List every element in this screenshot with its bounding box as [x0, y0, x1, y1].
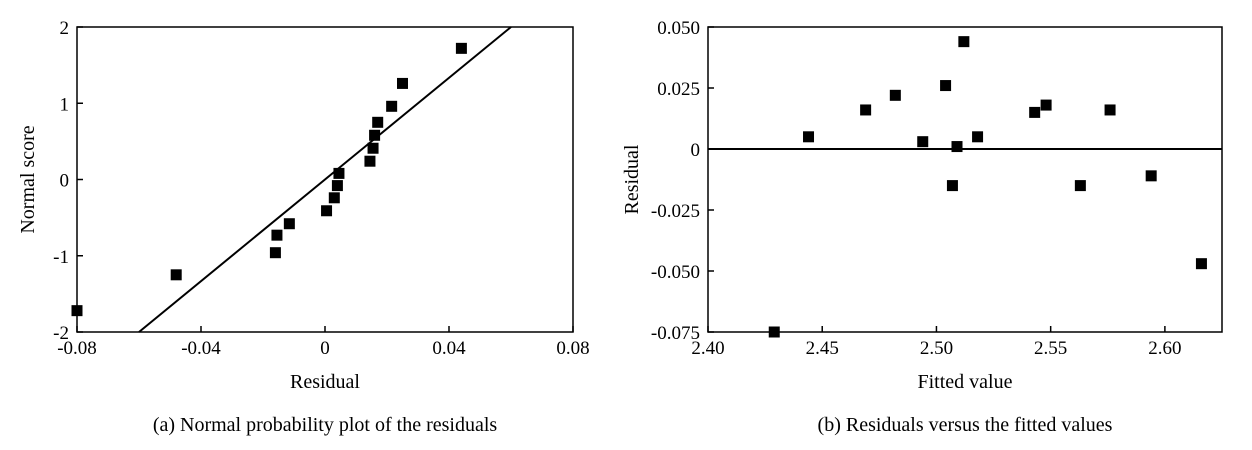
panel-a-caption: (a) Normal probability plot of the resid…: [153, 414, 498, 436]
b-x-tick-label: 2.50: [920, 338, 953, 359]
panel-a-fit-line: [138, 26, 512, 333]
b-data-point: [951, 141, 963, 153]
a-data-point: [170, 269, 182, 281]
a-y-tick-label: -1: [53, 247, 69, 268]
a-data-point: [331, 180, 343, 192]
a-x-tick-label: -0.04: [181, 338, 221, 359]
a-data-point: [367, 142, 379, 154]
a-data-point: [333, 167, 345, 179]
b-data-point: [768, 326, 780, 338]
a-data-point: [283, 218, 295, 230]
a-y-tick-label: -2: [53, 323, 69, 344]
b-y-tick-label: -0.025: [651, 201, 700, 222]
b-data-point: [946, 180, 958, 192]
panel-a-ticks: -0.08 -0.04 0 0.04 0.08 -2 -1 0 1 2: [53, 18, 589, 359]
b-y-tick-label: -0.075: [651, 323, 700, 344]
b-y-tick-label: 0.050: [657, 18, 700, 39]
a-data-point: [71, 305, 83, 317]
panel-b-points: [768, 36, 1207, 338]
a-data-point: [386, 100, 398, 112]
a-y-tick-label: 2: [60, 18, 70, 39]
b-data-point: [917, 136, 929, 148]
a-x-tick-label: 0: [320, 338, 330, 359]
a-data-point: [372, 116, 384, 128]
panel-b-x-axis-label: Fitted value: [918, 371, 1013, 393]
b-data-point: [1195, 258, 1207, 270]
a-y-tick-label: 0: [60, 171, 70, 192]
b-data-point: [1029, 106, 1041, 118]
panel-b-caption: (b) Residuals versus the fitted values: [818, 414, 1113, 436]
b-x-tick-label: 2.60: [1148, 338, 1181, 359]
panel-b-ticks: 2.40 2.45 2.50 2.55 2.60 0.050 0.025 0 -0.025 -0.…: [651, 18, 1182, 359]
b-data-point: [803, 131, 815, 143]
a-data-point: [328, 192, 340, 204]
panel-b: 2.40 2.45 2.50 2.55 2.60 0.050 0.025 0 -0.025 -0.…: [621, 18, 1223, 436]
b-data-point: [860, 104, 872, 116]
b-data-point: [1040, 99, 1052, 111]
a-x-tick-label: -0.08: [57, 338, 97, 359]
a-data-point: [455, 42, 467, 54]
a-data-point: [269, 247, 281, 259]
b-y-tick-label: 0: [691, 140, 701, 161]
panel-a-points: [71, 42, 467, 317]
b-y-tick-label: -0.050: [651, 262, 700, 283]
b-data-point: [1104, 104, 1116, 116]
b-data-point: [958, 36, 970, 48]
a-y-tick-label: 1: [60, 94, 70, 115]
panel-a: -0.08 -0.04 0 0.04 0.08 -2 -1 0 1 2 Residual Norm…: [17, 18, 590, 436]
b-data-point: [889, 89, 901, 101]
b-data-point: [1074, 180, 1086, 192]
a-data-point: [397, 77, 408, 89]
a-x-tick-label: 0.04: [432, 338, 466, 359]
b-data-point: [972, 131, 984, 143]
b-data-point: [1145, 170, 1157, 182]
b-x-tick-label: 2.45: [806, 338, 839, 359]
a-data-point: [271, 229, 283, 241]
panel-b-plot-frame: [707, 26, 1223, 333]
b-x-tick-label: 2.55: [1034, 338, 1067, 359]
a-data-point: [321, 205, 333, 217]
a-data-point: [369, 129, 381, 141]
b-data-point: [940, 80, 952, 92]
panel-a-x-axis-label: Residual: [290, 371, 360, 393]
b-y-tick-label: 0.025: [657, 79, 700, 100]
panel-b-y-axis-label: Residual: [621, 144, 643, 214]
a-x-tick-label: 0.08: [556, 338, 589, 359]
b-x-tick-label: 2.40: [691, 338, 724, 359]
panel-a-y-axis-label: Normal score: [17, 125, 39, 233]
a-data-point: [364, 155, 376, 167]
